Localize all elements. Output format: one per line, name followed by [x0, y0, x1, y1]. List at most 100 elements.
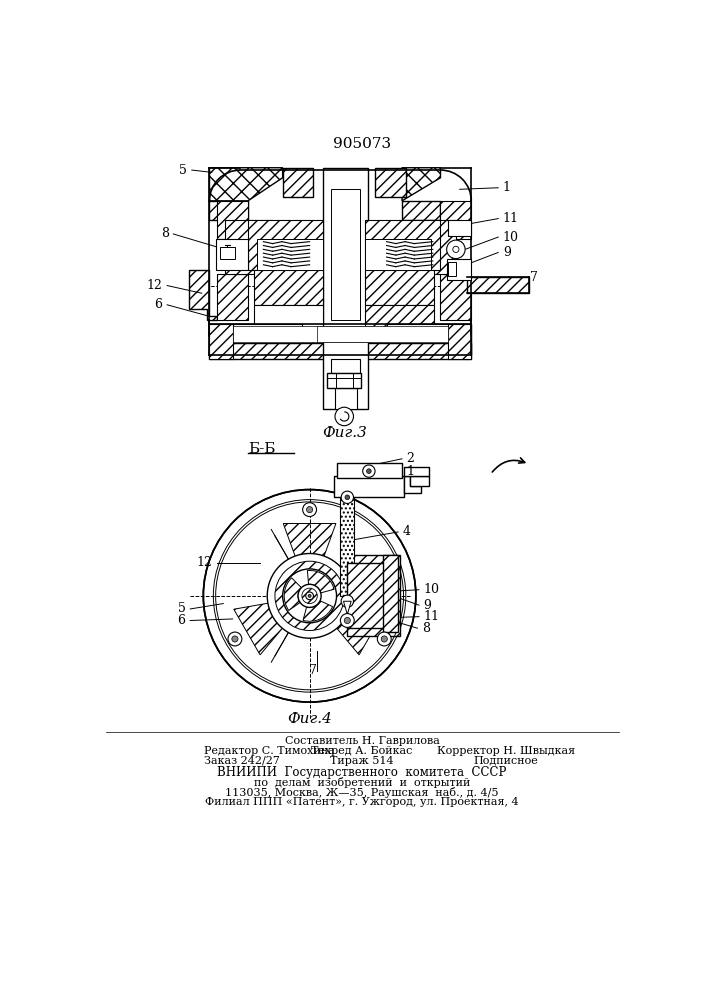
Bar	[337, 463, 402, 478]
Bar	[217, 274, 248, 320]
Text: 905073: 905073	[333, 137, 391, 151]
Circle shape	[307, 507, 312, 513]
Wedge shape	[308, 570, 334, 593]
Bar	[467, 277, 529, 293]
Text: 11: 11	[503, 212, 519, 225]
Polygon shape	[344, 601, 351, 614]
Bar	[365, 270, 434, 305]
Circle shape	[308, 594, 311, 597]
Text: 10: 10	[503, 231, 519, 244]
Polygon shape	[409, 476, 429, 486]
Circle shape	[344, 617, 351, 624]
Bar	[365, 305, 434, 328]
Text: 6: 6	[155, 298, 163, 311]
Text: Фиг.4: Фиг.4	[287, 712, 332, 726]
Bar	[440, 201, 472, 239]
Text: Подписное: Подписное	[474, 756, 538, 766]
Bar	[327, 373, 361, 388]
Polygon shape	[189, 270, 217, 320]
Bar	[387, 324, 464, 343]
Text: Фиг.3: Фиг.3	[322, 426, 367, 440]
Polygon shape	[209, 201, 248, 220]
Bar	[447, 259, 472, 280]
Text: 7: 7	[309, 664, 317, 677]
Bar	[216, 239, 248, 270]
Text: 10: 10	[423, 583, 440, 596]
Bar	[254, 270, 324, 305]
Bar	[340, 476, 354, 596]
Text: 12: 12	[197, 556, 213, 569]
Bar	[217, 201, 248, 239]
Bar	[248, 220, 324, 270]
Bar	[346, 563, 389, 628]
Bar	[409, 220, 456, 274]
Bar	[209, 324, 472, 355]
Text: 8: 8	[160, 227, 169, 240]
Circle shape	[381, 636, 387, 642]
Circle shape	[363, 465, 375, 477]
Text: Заказ 242/27: Заказ 242/27	[204, 756, 280, 766]
Text: 2: 2	[407, 452, 414, 465]
Polygon shape	[320, 599, 385, 655]
Bar	[365, 239, 431, 270]
Bar	[346, 555, 400, 636]
Polygon shape	[404, 466, 429, 476]
Text: 9: 9	[503, 246, 510, 259]
Polygon shape	[234, 599, 300, 655]
Circle shape	[232, 636, 238, 642]
Bar	[225, 324, 302, 343]
Text: по  делам  изобретений  и  открытий: по делам изобретений и открытий	[254, 777, 470, 788]
Circle shape	[447, 240, 465, 259]
Text: Техред А. Бойкас: Техред А. Бойкас	[311, 746, 413, 756]
Circle shape	[303, 503, 317, 517]
Text: 4: 4	[403, 525, 411, 538]
Bar	[254, 305, 324, 328]
Circle shape	[366, 469, 371, 473]
Polygon shape	[404, 476, 421, 493]
Circle shape	[378, 632, 391, 646]
Wedge shape	[303, 601, 332, 621]
Text: ВНИИПИ  Государственного  комитета  СССР: ВНИИПИ Государственного комитета СССР	[217, 766, 507, 779]
Text: 11: 11	[423, 610, 440, 623]
Bar	[448, 324, 472, 359]
Polygon shape	[402, 168, 440, 201]
Text: 7: 7	[530, 271, 538, 284]
Circle shape	[267, 554, 352, 638]
Text: Редактор С. Тимохина: Редактор С. Тимохина	[204, 746, 335, 756]
Wedge shape	[284, 578, 301, 610]
Bar	[209, 324, 233, 359]
Polygon shape	[375, 168, 406, 197]
Text: 6: 6	[177, 614, 186, 627]
Bar	[382, 555, 398, 632]
Text: 113035, Москва, Ж—35, Раушская  наб., д. 4/5: 113035, Москва, Ж—35, Раушская наб., д. …	[226, 787, 498, 798]
Circle shape	[305, 592, 313, 600]
Circle shape	[345, 495, 350, 500]
Polygon shape	[283, 168, 313, 197]
Text: Корректор Н. Швыдкая: Корректор Н. Швыдкая	[437, 746, 575, 756]
Polygon shape	[402, 201, 440, 220]
Text: Составитель Н. Гаврилова: Составитель Н. Гаврилова	[284, 736, 439, 746]
Bar	[324, 168, 368, 409]
Circle shape	[341, 491, 354, 503]
Bar	[335, 388, 356, 409]
Circle shape	[298, 584, 321, 607]
Text: 1: 1	[407, 465, 414, 478]
Circle shape	[335, 407, 354, 426]
Circle shape	[228, 632, 242, 646]
Text: 5: 5	[177, 602, 186, 615]
Circle shape	[341, 595, 354, 607]
Polygon shape	[209, 168, 283, 201]
Bar	[331, 189, 361, 320]
Bar	[225, 220, 271, 274]
Bar	[448, 262, 456, 276]
Circle shape	[452, 246, 459, 252]
Bar	[346, 555, 400, 636]
Bar	[257, 239, 324, 270]
Text: 1: 1	[503, 181, 511, 194]
Bar	[219, 247, 235, 259]
Bar	[225, 220, 271, 274]
Text: 12: 12	[146, 279, 163, 292]
Bar	[334, 476, 404, 497]
Text: Б-Б: Б-Б	[248, 442, 275, 456]
Bar	[409, 220, 456, 274]
